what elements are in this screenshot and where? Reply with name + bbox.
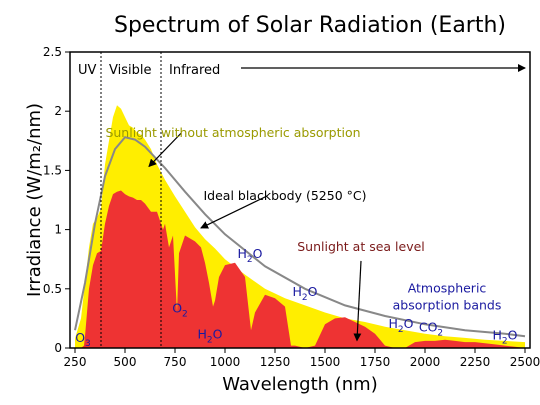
absorption-label-h2o: H2O [389,316,414,335]
x-tick-label: 1750 [360,355,391,369]
x-tick-label: 1500 [310,355,341,369]
absorption-label-h2o: H2O [198,327,223,346]
annotation-sunlight-without-absorption: Sunlight without atmospheric absorption [105,125,360,140]
y-tick-label: 1 [54,223,62,237]
annotation-absorption-bands-line2: absorption bands [393,297,502,312]
x-tick-label: 1250 [260,355,291,369]
plot-area: UV Visible Infrared 250 500 750 1000 1250 1500 17… [43,45,540,369]
annotation-sunlight-without-absorption-arrow [148,132,182,168]
y-axis-label: Irradiance (W/m₂/nm) [24,103,45,297]
x-axis-label: Wavelength (nm) [222,374,378,395]
x-tick-label: 2000 [410,355,441,369]
chart-title: Spectrum of Solar Radiation (Earth) [114,13,506,38]
x-tick-label: 750 [164,355,187,369]
plot-frame [69,51,531,349]
series-blackbody-line [74,136,526,338]
y-tick-label: 0.5 [43,282,62,296]
absorption-label-co2: CO2 [419,319,443,338]
absorption-label-h2o: H2O [293,284,318,303]
region-label-uv: UV [78,63,97,78]
y-tick-label: 0 [54,341,62,355]
absorption-label-h2o: H2O [238,246,263,265]
annotation-absorption-bands-line1: Atmospheric [408,280,487,295]
annotation-sunlight-sea-level-arrow [353,260,362,342]
x-tick-label: 500 [114,355,137,369]
annotation-sunlight-sea-level: Sunlight at sea level [297,239,425,254]
region-label-visible: Visible [109,63,151,78]
absorption-label-o3: O3 [75,330,91,349]
y-tick-label: 2.5 [43,45,62,59]
annotation-ideal-blackbody: Ideal blackbody (5250 °C) [203,188,366,203]
y-tick-label: 1.5 [43,163,62,177]
absorption-label-o2: O2 [172,300,188,319]
x-tick-label: 2500 [510,355,540,369]
x-tick-label: 2250 [460,355,491,369]
x-tick-label: 250 [64,355,87,369]
region-label-infrared: Infrared [169,63,220,78]
absorption-label-h2o: H2O [493,328,518,347]
x-tick-label: 1000 [210,355,241,369]
annotation-ideal-blackbody-arrow [200,195,268,229]
series-sea-level-area [75,190,525,348]
y-tick-label: 2 [54,104,62,118]
